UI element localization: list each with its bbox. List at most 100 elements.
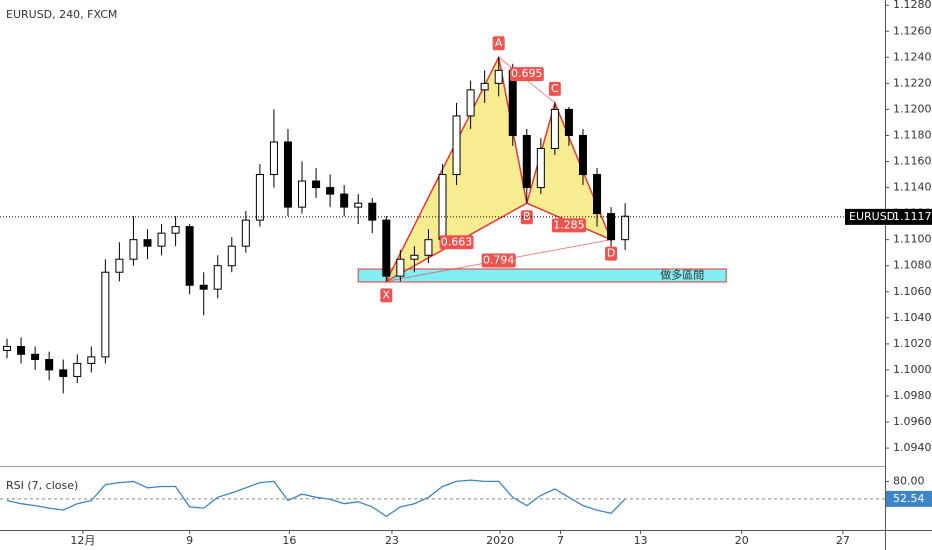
candle-body (157, 232, 166, 247)
candle-body (607, 213, 616, 241)
candle-body (255, 174, 264, 221)
candle-body (171, 226, 180, 234)
y-tick-label: 1.09600 (893, 415, 932, 428)
candle-body (199, 284, 208, 290)
candle-body (3, 345, 12, 351)
candle-body (564, 108, 573, 136)
candle-body (59, 369, 68, 377)
y-tick-label: 1.11800 (893, 128, 932, 141)
candle-body (536, 147, 545, 189)
candle-body (326, 187, 335, 195)
point-label: A (495, 36, 503, 49)
y-tick-label: 1.12400 (893, 50, 932, 63)
candle-body (424, 239, 433, 256)
candle-body (382, 219, 391, 277)
point-label: X (383, 288, 391, 301)
chart-title: EURUSD, 240, FXCM (6, 8, 117, 21)
candle-body (143, 239, 152, 247)
candle-body (593, 174, 602, 215)
last-price-badge (845, 208, 932, 225)
ratio-label: 0.794 (483, 254, 515, 267)
y-tick-label: 1.12000 (893, 102, 932, 115)
y-tick-label: 1.10200 (893, 337, 932, 350)
candle-body (45, 358, 54, 371)
candle-body (115, 258, 124, 273)
x-tick-label: 7 (557, 534, 564, 547)
candle-body (578, 134, 587, 176)
x-tick-label: 20 (735, 534, 749, 547)
candle-body (185, 226, 194, 286)
point-badge (380, 288, 393, 303)
y-tick-label: 1.12200 (893, 76, 932, 89)
candle-body (269, 141, 278, 176)
last-price-label: 1.11175 (893, 210, 932, 223)
ratio-badge (509, 67, 544, 82)
x-tick-label: 2020 (486, 534, 514, 547)
candle-body (283, 141, 292, 208)
x-tick-label: 16 (282, 534, 296, 547)
y-tick-label: 1.09800 (893, 389, 932, 402)
ratio-badge (551, 218, 586, 233)
candle-body (410, 254, 419, 260)
rsi-tick-label: 80.00 (893, 474, 925, 487)
candle-body (368, 202, 377, 221)
candle-body (129, 239, 138, 260)
ratio-badge (439, 235, 474, 250)
x-tick-label: 23 (385, 534, 399, 547)
y-tick-label: 1.11000 (893, 233, 932, 246)
candle-body (452, 115, 461, 176)
candle-body (354, 202, 363, 208)
x-tick-label: 12月 (70, 534, 95, 547)
candle-body (494, 69, 503, 84)
y-tick-label: 1.11400 (893, 181, 932, 194)
rsi-title: RSI (7, close) (6, 479, 78, 492)
point-badge (605, 246, 618, 261)
y-tick-label: 1.12600 (893, 24, 932, 37)
y-tick-label: 1.10400 (893, 311, 932, 324)
candle-body (241, 219, 250, 247)
candle-body (73, 362, 82, 377)
y-tick-label: 1.12800 (893, 0, 932, 11)
candle-body (466, 89, 475, 117)
candle-body (227, 245, 236, 267)
x-tick-label: 9 (186, 534, 193, 547)
ratio-label: 0.695 (511, 67, 543, 80)
point-badge (548, 81, 561, 96)
point-badge (492, 36, 505, 51)
candle-body (438, 174, 447, 241)
y-tick-label: 1.11600 (893, 155, 932, 168)
y-tick-label: 1.10800 (893, 259, 932, 272)
candle-body (396, 258, 405, 277)
long-zone (357, 268, 727, 283)
y-tick-label: 1.09400 (893, 441, 932, 454)
candle-body (621, 215, 630, 241)
zone-label: 做多區間 (660, 267, 704, 281)
point-label: B (523, 210, 531, 223)
ratio-label: 1.285 (553, 218, 585, 231)
point-badge (520, 210, 533, 225)
candle-body (17, 345, 26, 355)
rsi-line (6, 479, 626, 518)
x-tick-label: 13 (634, 534, 648, 547)
candle-body (340, 193, 349, 208)
candle-body (213, 265, 222, 290)
rsi-last-label: 52.54 (893, 492, 925, 505)
x-tick-label: 27 (836, 534, 850, 547)
candle-body (101, 271, 110, 358)
rsi-last-badge (886, 490, 932, 507)
point-label: D (607, 247, 615, 260)
candle-body (298, 180, 307, 208)
candle-body (480, 82, 489, 91)
ratio-label: 0.663 (441, 235, 473, 248)
symbol-label: EURUSD (849, 210, 895, 223)
candle-body (312, 180, 321, 189)
y-tick-label: 1.10600 (893, 285, 932, 298)
ratio-badge (481, 253, 516, 268)
candle-body (31, 353, 40, 360)
point-label: C (551, 82, 559, 95)
y-tick-label: 1.10000 (893, 363, 932, 376)
candle-body (87, 356, 96, 364)
candle-body (550, 108, 559, 149)
candle-body (522, 134, 531, 189)
